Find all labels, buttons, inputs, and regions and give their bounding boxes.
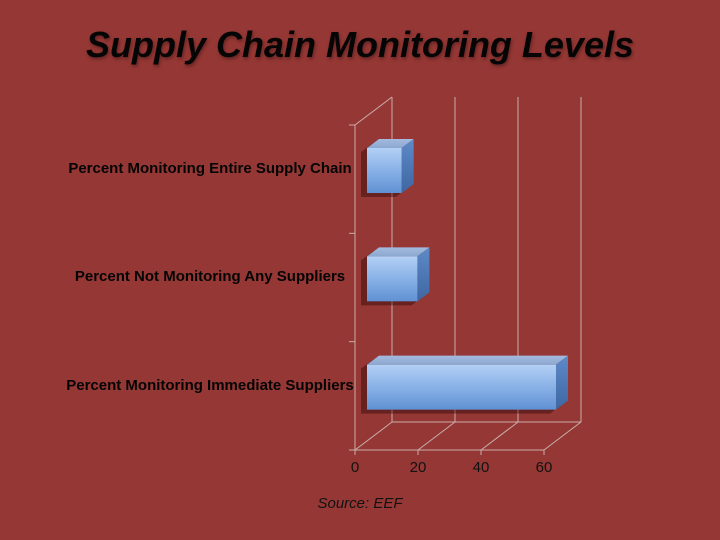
category-label-entire-supply-chain: Percent Monitoring Entire Supply Chain [68, 160, 352, 178]
bar-top-face [367, 139, 414, 148]
bar-top-face [367, 247, 430, 257]
source-note: Source: EEF [317, 495, 403, 512]
x-tick-label-20: 20 [409, 459, 427, 476]
top-depth-edge [354, 96, 393, 126]
category-label-not-monitoring-any: Percent Not Monitoring Any Suppliers [74, 268, 346, 286]
x-tick-label-40: 40 [472, 459, 490, 476]
bar-series-0 [361, 139, 414, 197]
x-tick-label-60: 60 [535, 459, 553, 476]
bar-side-face [401, 139, 414, 193]
floor-diagonal [354, 421, 393, 451]
bar-series-1 [361, 247, 430, 306]
floor-diagonal [543, 421, 582, 451]
category-label-immediate-suppliers: Percent Monitoring Immediate Suppliers [66, 376, 354, 394]
bar-series-2 [361, 355, 568, 414]
bar-front-face [367, 256, 418, 302]
chart-title: Supply Chain Monitoring Levels [85, 24, 635, 65]
floor-diagonal [417, 421, 456, 451]
floor-diagonal [480, 421, 519, 451]
bar-front-face [367, 364, 556, 410]
bar-side-face [417, 247, 430, 302]
bar-top-face [367, 355, 568, 365]
x-tick-label-0: 0 [350, 459, 360, 476]
bar-front-face [367, 148, 402, 193]
bar-side-face [556, 355, 568, 410]
